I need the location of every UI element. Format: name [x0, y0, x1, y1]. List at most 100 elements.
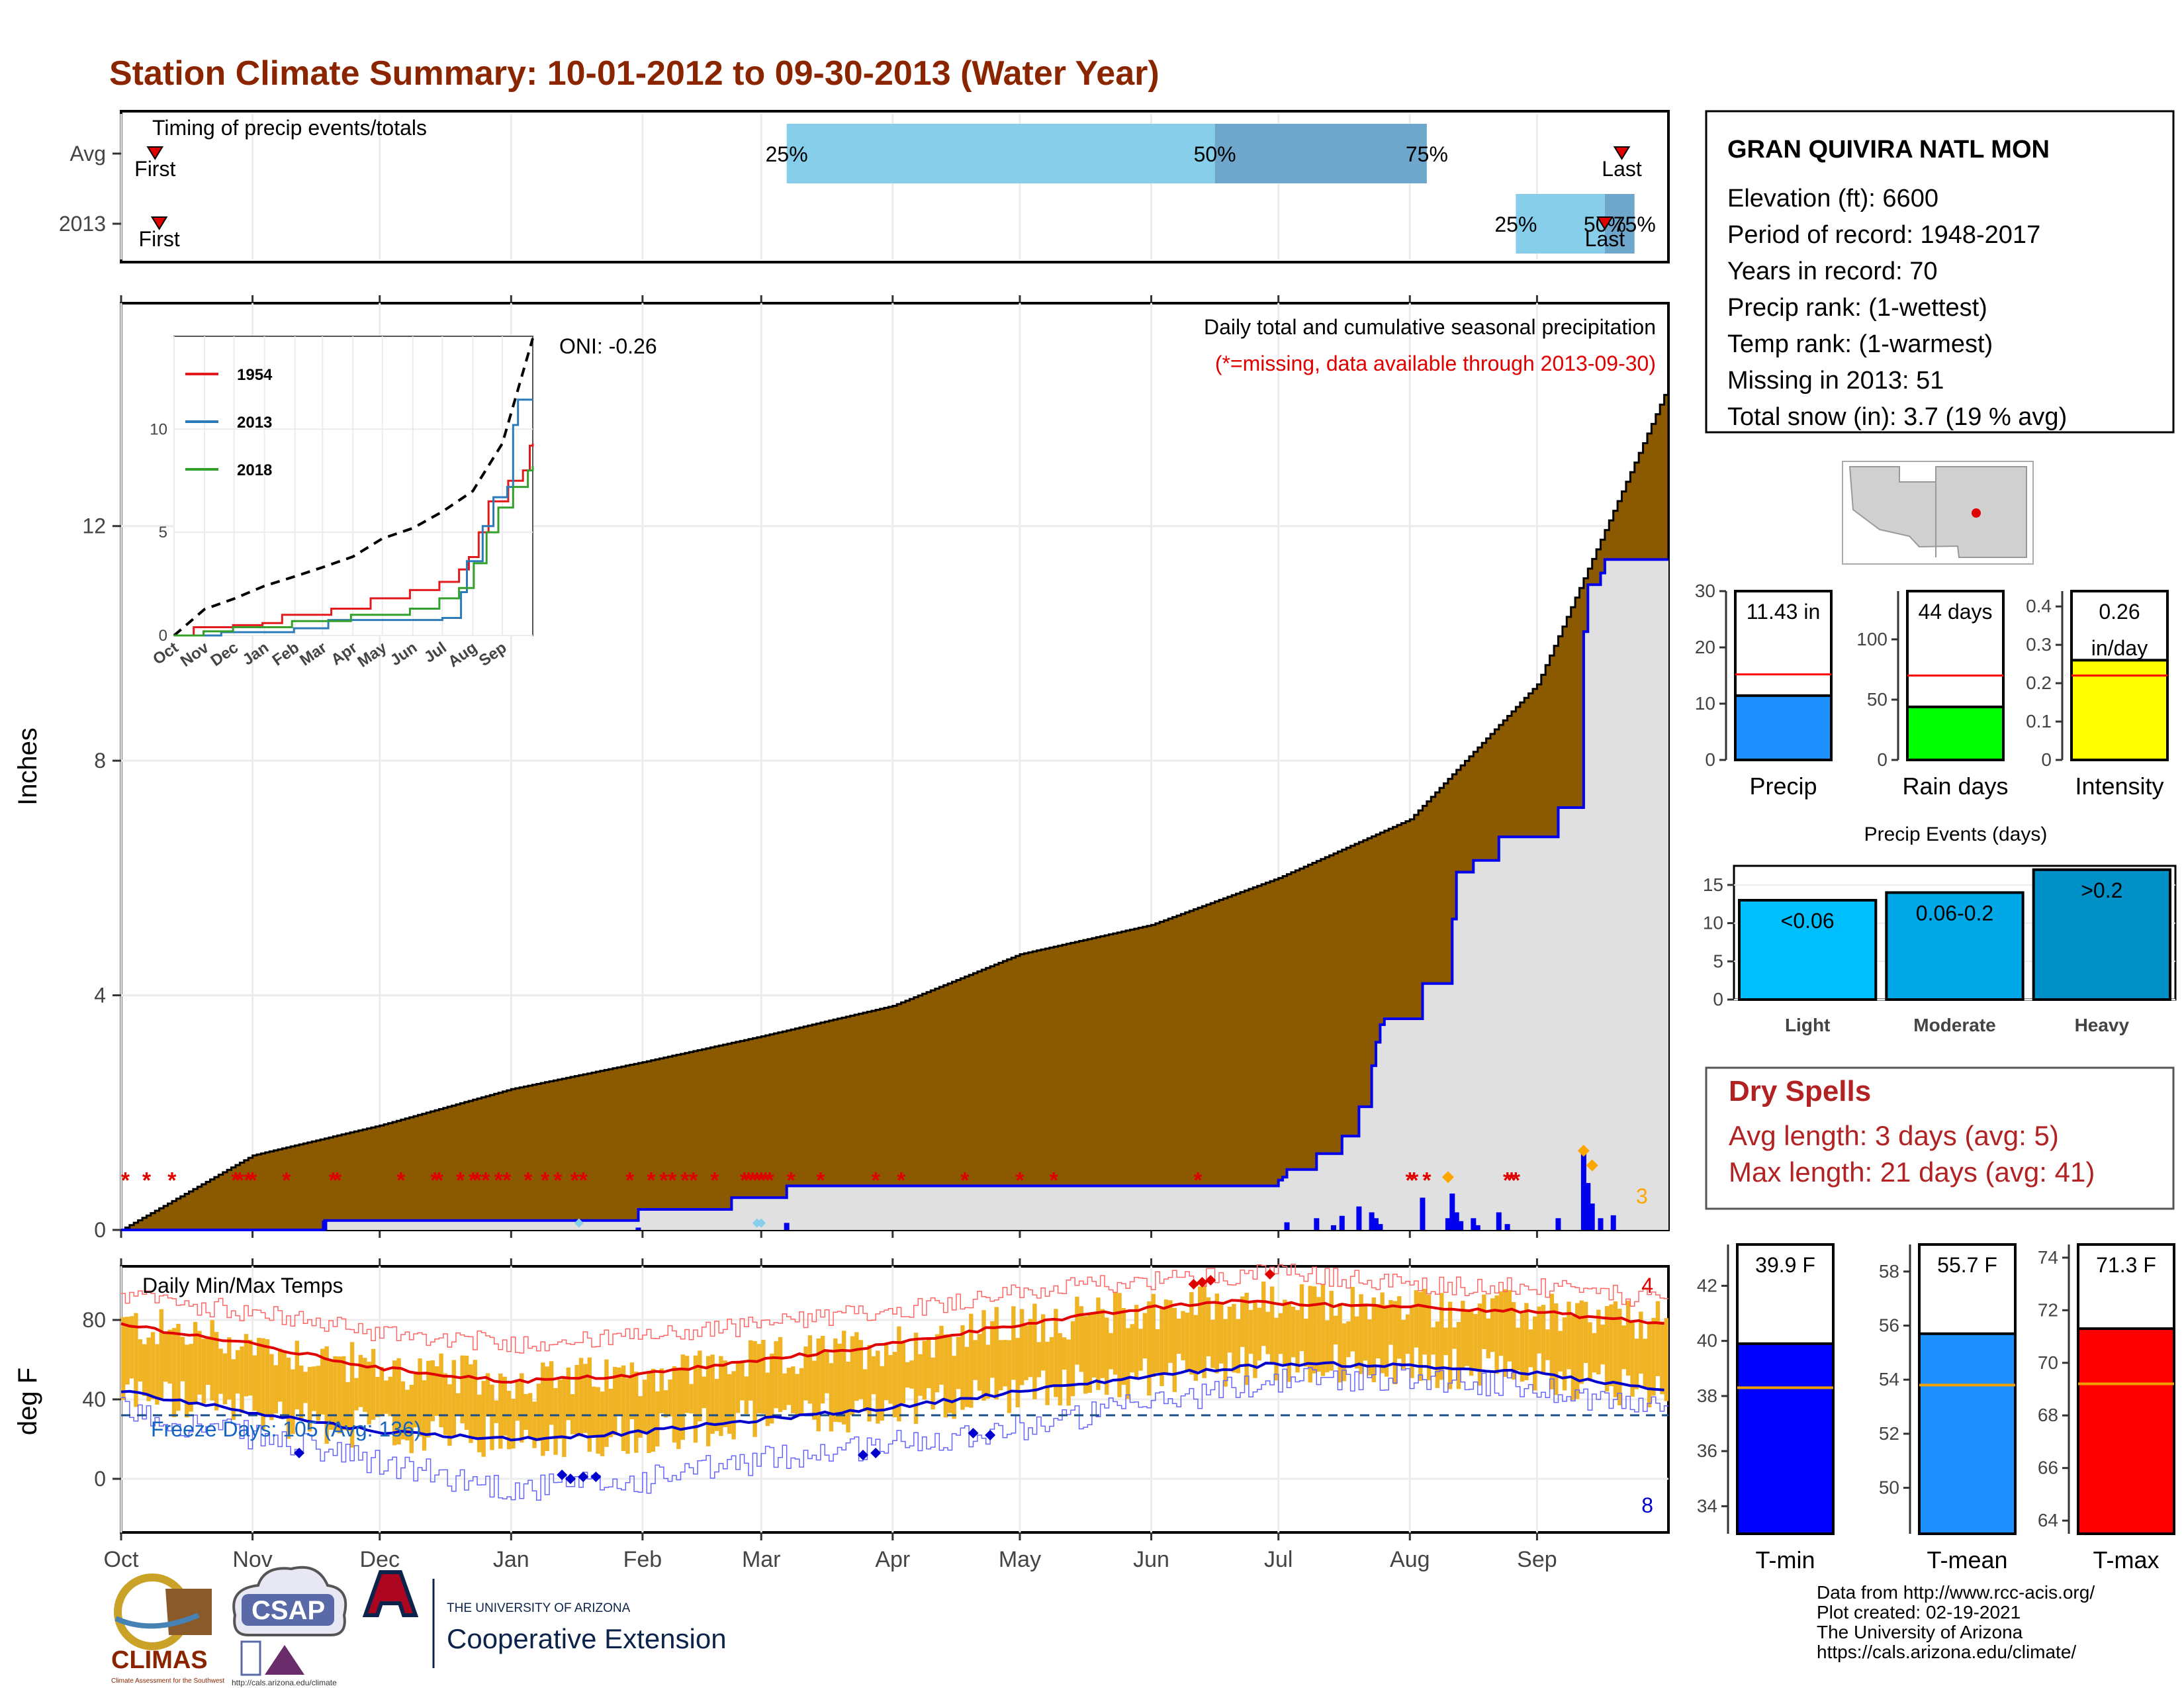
daily-temp-bar [1312, 1286, 1317, 1374]
inset-y-tick-label: 5 [159, 524, 167, 541]
daily-temp-bar [638, 1396, 643, 1438]
record-low-marker [557, 1470, 568, 1480]
inset-legend-label: 2013 [237, 414, 272, 432]
daily-temp-bar [1664, 1318, 1668, 1401]
daily-temp-bar [379, 1366, 385, 1415]
daily-temp-bar [1163, 1299, 1169, 1374]
y-tick-label: 72 [2038, 1299, 2058, 1320]
daily-temp-bar [1087, 1312, 1092, 1393]
daily-precip-bar [1314, 1218, 1320, 1230]
missing-day-marker: * [668, 1168, 677, 1194]
y-tick-label: 64 [2038, 1510, 2058, 1530]
daily-temp-bar [1274, 1317, 1279, 1381]
daily-temp-bar [1354, 1316, 1359, 1369]
daily-temp-bar [1338, 1303, 1342, 1383]
daily-precip-bar [1449, 1194, 1455, 1230]
station-info-line: Period of record: 1948-2017 [1727, 221, 2040, 249]
daily-temp-bar [672, 1366, 677, 1443]
daily-temp-bar [1558, 1331, 1563, 1372]
daily-temp-bar [829, 1363, 834, 1432]
daily-temp-bar [837, 1343, 842, 1423]
daily-temp-bar [1634, 1338, 1639, 1389]
daily-temp-bar [858, 1340, 863, 1399]
daily-temp-bar [498, 1374, 503, 1449]
daily-temp-bar [846, 1362, 850, 1432]
timing-title: Timing of precip events/totals [152, 116, 427, 140]
daily-temp-bar [273, 1365, 279, 1414]
daily-precip-bar [784, 1223, 790, 1230]
daily-temp-bar [1541, 1305, 1546, 1376]
daily-temp-bar [1639, 1311, 1643, 1374]
y-tick-label: 10 [1695, 693, 1715, 714]
daily-temp-bar [240, 1346, 244, 1413]
daily-precip-bar [1504, 1224, 1510, 1230]
summary-bar-chart-rain-days: 0 50 100 44 days Rain days [1856, 590, 2009, 800]
cold-count-label: 8 [1641, 1493, 1653, 1517]
missing-day-marker: * [710, 1168, 719, 1194]
climas-logo: CLIMAS Climate Assessment for the Southw… [111, 1573, 224, 1685]
daily-temp-bar [485, 1373, 490, 1417]
daily-temp-bar [1066, 1339, 1071, 1406]
daily-temp-bar [252, 1355, 257, 1411]
daily-temp-bar [150, 1332, 156, 1399]
daily-temp-bar [171, 1328, 177, 1417]
daily-temp-bar [761, 1340, 766, 1414]
inset-y-tick-label: 0 [159, 627, 167, 645]
daily-precip-bar [1589, 1203, 1595, 1230]
daily-temp-bar [278, 1348, 283, 1402]
record-high-marker [1205, 1275, 1216, 1286]
climas-logo-text: CLIMAS [111, 1646, 208, 1674]
daily-temp-bar [1075, 1296, 1079, 1365]
daily-temp-bar [333, 1356, 338, 1432]
daily-temp-bar [604, 1359, 609, 1447]
daily-temp-bar [527, 1393, 533, 1439]
daily-temp-bar [596, 1387, 600, 1454]
daily-temp-bar [464, 1355, 469, 1430]
y-tick-label: 58 [1879, 1261, 1899, 1282]
daily-temp-bar [634, 1371, 639, 1453]
daily-temp-bar [740, 1362, 745, 1401]
daily-temp-bar [1647, 1323, 1652, 1408]
daily-temp-bar [435, 1366, 439, 1416]
hot-count-label: 4 [1641, 1274, 1653, 1297]
daily-temp-bar [680, 1354, 685, 1440]
y-tick-label: 40 [82, 1387, 106, 1411]
daily-temp-bar [841, 1331, 846, 1425]
daily-temp-bar [185, 1344, 189, 1418]
daily-temp-bar [1291, 1306, 1296, 1358]
daily-temp-bar [138, 1339, 143, 1382]
daily-temp-bar [1613, 1301, 1618, 1397]
missing-day-marker: * [579, 1168, 588, 1194]
daily-temp-bar [1431, 1327, 1435, 1355]
missing-day-marker: * [680, 1168, 690, 1194]
missing-day-marker: * [396, 1168, 406, 1194]
missing-day-marker: * [744, 1168, 753, 1194]
daily-temp-bar [1265, 1311, 1270, 1354]
record-low-marker [590, 1472, 602, 1482]
missing-day-marker: * [282, 1168, 291, 1194]
daily-temp-bar [1248, 1309, 1253, 1354]
daily-temp-bar [1189, 1292, 1194, 1375]
missing-day-marker: * [494, 1168, 503, 1194]
daily-temp-bar [1160, 1307, 1164, 1386]
avg-cumulative-precip-area [121, 385, 1670, 1231]
page-title: Station Climate Summary: 10-01-2012 to 0… [109, 54, 1160, 93]
daily-temp-bar [719, 1356, 723, 1436]
missing-day-marker: * [469, 1168, 478, 1194]
daily-temp-bar [1109, 1333, 1113, 1370]
daily-temp-bar [888, 1355, 893, 1404]
bar-category-label: Precip [1749, 773, 1817, 800]
missing-day-marker: * [1193, 1168, 1203, 1194]
daily-temp-bar [1655, 1301, 1661, 1376]
daily-precip-bar [322, 1220, 328, 1230]
daily-temp-bar [1600, 1325, 1605, 1365]
daily-temp-bar [1452, 1327, 1457, 1349]
daily-temp-bar [307, 1366, 312, 1432]
daily-temp-bar [460, 1355, 465, 1424]
missing-day-marker: * [689, 1168, 698, 1194]
daily-precip-bar [1330, 1225, 1336, 1230]
daily-temp-bar [820, 1336, 825, 1404]
bar-value-label: in/day [2091, 636, 2148, 660]
missing-day-marker: * [765, 1168, 774, 1194]
daily-temp-bar [1469, 1310, 1474, 1376]
